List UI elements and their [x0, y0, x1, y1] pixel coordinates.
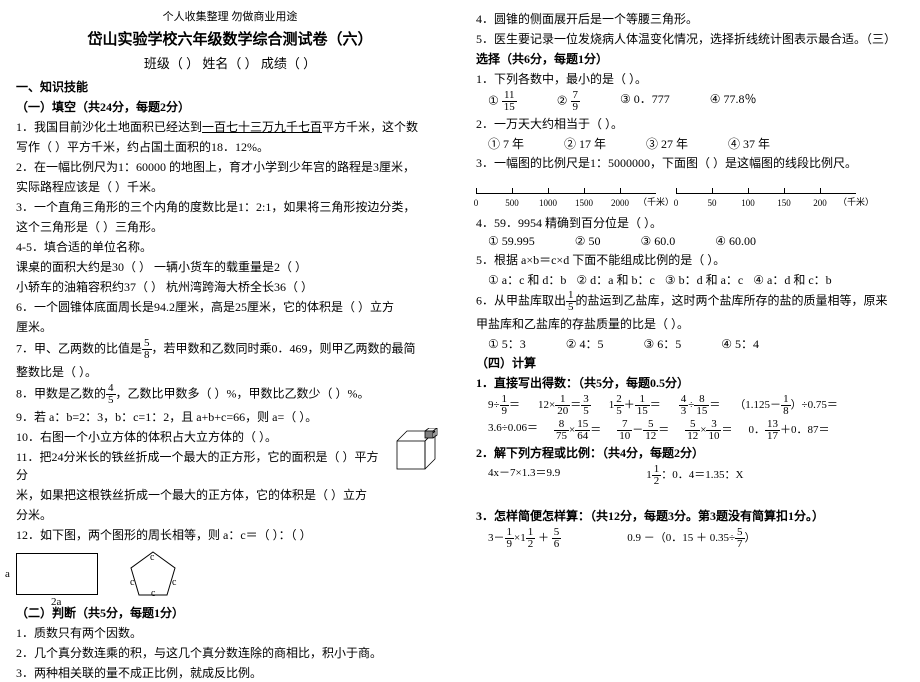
header-note: 个人收集整理 勿做商业用途	[16, 8, 444, 24]
q11: 11．把24分米长的铁丝折成一个最大的正方形，它的面积是（ ）平方分	[16, 448, 444, 484]
subsection-calc: （四）计算	[476, 354, 904, 372]
svg-text:c: c	[130, 577, 135, 588]
subsection-choice: 选择（共6分，每题1分）	[476, 50, 904, 68]
c2: 2．一万天大约相当于（ ）。	[476, 115, 904, 133]
exam-title: 岱山实验学校六年级数学综合测试卷（六）	[16, 28, 444, 49]
calc2-title: 2．解下列方程或比例：（共4分，每题2分）	[476, 444, 904, 462]
subsection-fill: （一）填空（共24分，每题2分）	[16, 98, 444, 116]
j2: 2．几个真分数连乘的积，与这几个真分数连除的商相比，积小于商。	[16, 644, 444, 662]
simplify-row: 3－19×112 ＋ 56 0.9 －（0．15 ＋ 0.35÷57）	[476, 527, 904, 550]
c5: 5．根据 a×b＝c×d 下面不能组成比例的是（ ）。	[476, 251, 904, 269]
q12: 12．如下图，两个图形的周长相等，则 a：c＝（ ）：（ ）	[16, 526, 444, 544]
q7c: 整数比是（ ）。	[16, 363, 444, 381]
q45a: 课桌的面积大约是30（ ） 一辆小货车的载重量是2（ ）	[16, 258, 444, 276]
q9: 9．若 a：b=2：3，b：c=1：2，且 a+b+c=66，则 a=（ ）。	[16, 408, 444, 426]
q3-line2: 这个三角形是（ ）三角形。	[16, 218, 444, 236]
c1-choices: ① 1115 ② 79 ③ 0．777 ④ 77.8％	[476, 90, 904, 113]
subsection-judge: （二）判断（共5分，每题1分）	[16, 604, 444, 622]
cube-icon	[394, 428, 444, 473]
q2: 2．在一幅比例尺为1：60000 的地图上，育才小学到少年宫的路程是3厘米，	[16, 158, 444, 176]
q11c: 分米。	[16, 506, 444, 524]
eq-row: 4x－7×1.3＝9.9 112：0．4＝1.35：X	[476, 464, 904, 487]
c5-choices: ① a：c 和 d：b ② d：a 和 b：c ③ b：d 和 a：c ④ a：…	[476, 271, 904, 288]
j5: 5．医生要记录一位发烧病人体温变化情况，选择折线统计图表示最合适。（三）	[476, 30, 904, 48]
svg-text:c: c	[150, 552, 155, 563]
svg-text:c: c	[172, 577, 177, 588]
j1: 1．质数只有两个因数。	[16, 624, 444, 642]
q45: 4-5．填合适的单位名称。	[16, 238, 444, 256]
calc1-title: 1．直接写出得数：（共5分，每题0.5分）	[476, 374, 904, 392]
svg-text:c: c	[151, 588, 156, 598]
q1-line2: 写作（ ）平方千米，约占国土面积的18．12%。	[16, 138, 444, 156]
q1: 1．我国目前沙化土地面积已经达到一百七十三万九千七百平方千米，这个数	[16, 118, 444, 136]
q11b: 米，如果把这根铁丝折成一个最大的正方体，它的体积是（ ）立方	[16, 486, 444, 504]
q7: 7．甲、乙两数的比值是58，若甲数和乙数同时乘0．469，则甲乙两数的最简	[16, 338, 444, 361]
c4: 4．59．9954 精确到百分位是（ ）。	[476, 214, 904, 232]
right-column: 4．圆锥的侧面展开后是一个等腰三角形。 5．医生要记录一位发烧病人体温变化情况，…	[460, 0, 920, 672]
j3: 3．两种相关联的量不成正比例，就成反比例。	[16, 664, 444, 682]
calc-row-1: 9÷19＝ 12×120＝35 125＋115＝ 43÷815＝ （1.125－…	[476, 394, 904, 417]
c6c: 甲盐库和乙盐库的存盐质量的比是（ ）。	[476, 315, 904, 333]
q3: 3．一个直角三角形的三个内角的度数比是1：2:1，如果将三角形按边分类，	[16, 198, 444, 216]
q45b: 小轿车的油箱容积约37（ ） 杭州湾跨海大桥全长36（ ）	[16, 278, 444, 296]
ruler-2: 0 50 100 150 200 （千米）	[676, 176, 856, 208]
q6b: 厘米。	[16, 318, 444, 336]
left-column: 个人收集整理 勿做商业用途 岱山实验学校六年级数学综合测试卷（六） 班级（ ） …	[0, 0, 460, 672]
section-1: 一、知识技能	[16, 78, 444, 96]
exam-subtitle: 班级（ ） 姓名（ ） 成绩（ ）	[16, 53, 444, 72]
c4-choices: ① 59.995 ② 50 ③ 60.0 ④ 60.00	[476, 234, 904, 249]
q10: 10．右图一个小立方体的体积占大立方体的（ ）。	[16, 428, 444, 446]
c1: 1．下列各数中，最小的是（ ）。	[476, 70, 904, 88]
j4: 4．圆锥的侧面展开后是一个等腰三角形。	[476, 10, 904, 28]
c2-choices: ① 7 年 ② 17 年 ③ 27 年 ④ 37 年	[476, 135, 904, 152]
c6: 6．从甲盐库取出15的盐运到乙盐库，这时两个盐库所存的盐的质量相等，原来	[476, 290, 904, 313]
calc-row-2: 3.6÷0.06＝ 875×1564＝ 710－512＝ 512×310＝ 0．…	[476, 419, 904, 442]
c3: 3．一幅图的比例尺是1：5000000，下面图（ ）是这幅图的线段比例尺。	[476, 154, 904, 172]
q8: 8．甲数是乙数的45，乙数比甲数多（ ）%，甲数比乙数少（ ）%。	[16, 383, 444, 406]
q2-line2: 实际路程应该是（ ）千米。	[16, 178, 444, 196]
c6-choices: ① 5：3 ② 4：5 ③ 6：5 ④ 5：4	[476, 335, 904, 352]
shape-row: a 2a c c c c	[16, 550, 444, 598]
ruler-row: 0 500 1000 1500 2000 （千米） 0 50 100 150 2…	[476, 176, 904, 208]
rectangle-shape: a 2a	[16, 553, 98, 595]
pentagon-shape: c c c c	[128, 550, 178, 598]
q6: 6．一个圆锥体底面周长是94.2厘米，高是25厘米，它的体积是（ ）立方	[16, 298, 444, 316]
ruler-1: 0 500 1000 1500 2000 （千米）	[476, 176, 656, 208]
calc3-title: 3．怎样简便怎样算：（共12分，每题3分。第3题没有简算扣1分。）	[476, 507, 904, 525]
